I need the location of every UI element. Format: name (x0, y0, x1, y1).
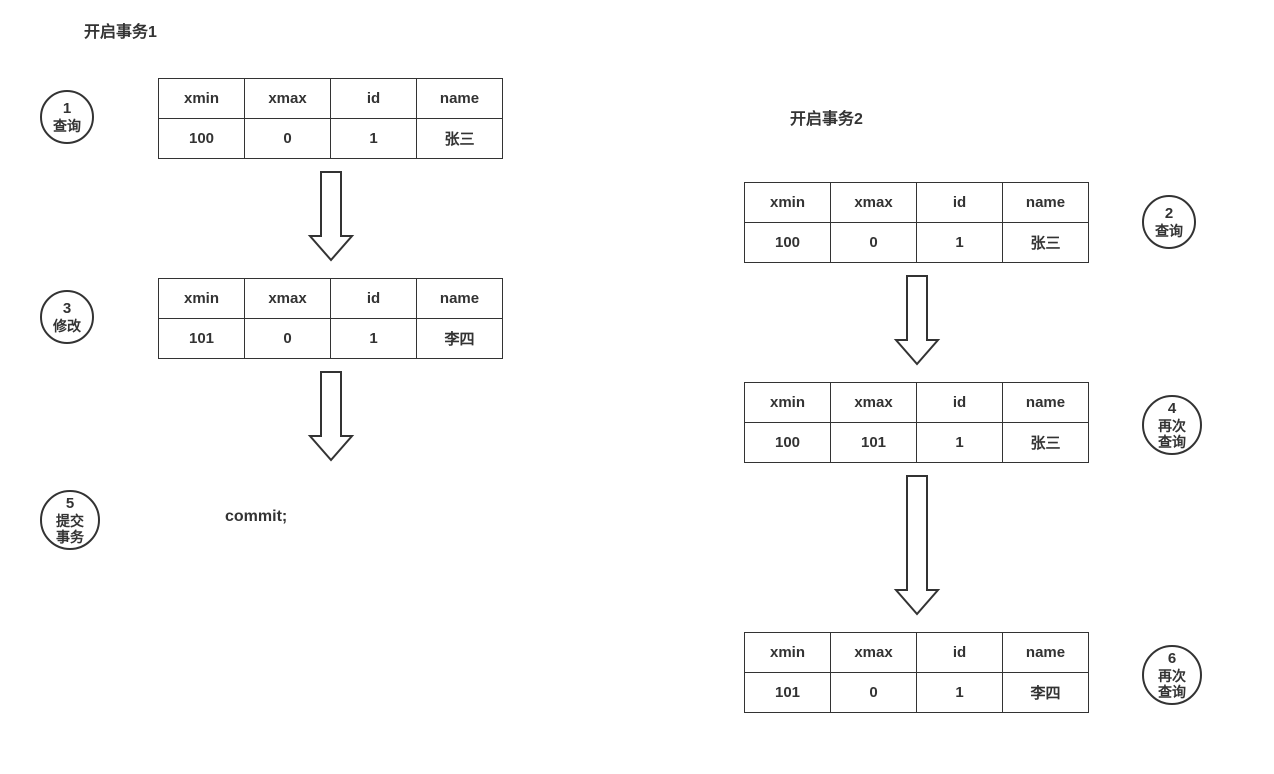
step-number: 2 (1165, 205, 1173, 222)
table-header-cell: xmax (831, 633, 917, 673)
table-cell: 0 (831, 223, 917, 263)
step-number: 4 (1168, 400, 1176, 417)
table-header-cell: name (1003, 183, 1089, 223)
table-header-cell: xmin (745, 633, 831, 673)
table-cell: 100 (159, 119, 245, 159)
step-3-circle: 3 修改 (40, 290, 94, 344)
table-tx2-query2: xminxmaxidname1001011张三 (744, 382, 1089, 463)
down-arrow-icon (304, 368, 358, 464)
table-header-cell: id (917, 633, 1003, 673)
table-header-cell: xmin (745, 383, 831, 423)
step-number: 6 (1168, 650, 1176, 667)
table-cell: 1 (917, 423, 1003, 463)
table-header-cell: xmin (159, 79, 245, 119)
table-row: 10101李四 (745, 673, 1089, 713)
down-arrow-icon (890, 272, 944, 368)
table-cell: 0 (245, 319, 331, 359)
table-cell: 李四 (1003, 673, 1089, 713)
table-cell: 李四 (417, 319, 503, 359)
table-header-cell: xmin (745, 183, 831, 223)
down-arrow-icon (890, 472, 944, 618)
down-arrow-icon (304, 168, 358, 264)
step-2-circle: 2 查询 (1142, 195, 1196, 249)
table-header-cell: xmax (831, 183, 917, 223)
step-number: 1 (63, 100, 71, 117)
table-header-cell: name (417, 279, 503, 319)
table-header-cell: xmin (159, 279, 245, 319)
step-label: 查询 (53, 118, 81, 134)
table-tx1-query: xminxmaxidname10001张三 (158, 78, 503, 159)
table-header-cell: id (331, 279, 417, 319)
table-cell: 100 (745, 423, 831, 463)
step-label: 修改 (53, 318, 81, 334)
table-cell: 张三 (1003, 223, 1089, 263)
step-number: 3 (63, 300, 71, 317)
table-cell: 101 (831, 423, 917, 463)
step-label: 再次 查询 (1158, 418, 1186, 450)
step-label: 提交 事务 (56, 513, 84, 545)
table-cell: 1 (917, 673, 1003, 713)
table-cell: 0 (245, 119, 331, 159)
table-tx2-query1: xminxmaxidname10001张三 (744, 182, 1089, 263)
table-row: 10001张三 (159, 119, 503, 159)
table-tx2-query3: xminxmaxidname10101李四 (744, 632, 1089, 713)
step-6-circle: 6 再次 查询 (1142, 645, 1202, 705)
heading-tx1: 开启事务1 (84, 18, 157, 42)
table-cell: 张三 (1003, 423, 1089, 463)
step-label: 查询 (1155, 223, 1183, 239)
table-tx1-update: xminxmaxidname10101李四 (158, 278, 503, 359)
table-header-cell: name (1003, 383, 1089, 423)
table-header-cell: name (417, 79, 503, 119)
table-row: 10101李四 (159, 319, 503, 359)
table-cell: 101 (159, 319, 245, 359)
table-header-cell: xmax (831, 383, 917, 423)
table-cell: 1 (331, 319, 417, 359)
table-cell: 1 (917, 223, 1003, 263)
table-header-cell: id (331, 79, 417, 119)
commit-label: commit; (225, 508, 287, 526)
table-header-cell: id (917, 383, 1003, 423)
table-cell: 1 (331, 119, 417, 159)
step-5-circle: 5 提交 事务 (40, 490, 100, 550)
table-cell: 100 (745, 223, 831, 263)
step-number: 5 (66, 495, 74, 512)
table-row: 1001011张三 (745, 423, 1089, 463)
table-header-cell: name (1003, 633, 1089, 673)
table-cell: 101 (745, 673, 831, 713)
table-cell: 0 (831, 673, 917, 713)
table-header-cell: id (917, 183, 1003, 223)
table-cell: 张三 (417, 119, 503, 159)
step-1-circle: 1 查询 (40, 90, 94, 144)
step-4-circle: 4 再次 查询 (1142, 395, 1202, 455)
table-header-cell: xmax (245, 279, 331, 319)
heading-tx2: 开启事务2 (790, 105, 863, 129)
table-header-cell: xmax (245, 79, 331, 119)
table-row: 10001张三 (745, 223, 1089, 263)
step-label: 再次 查询 (1158, 668, 1186, 700)
